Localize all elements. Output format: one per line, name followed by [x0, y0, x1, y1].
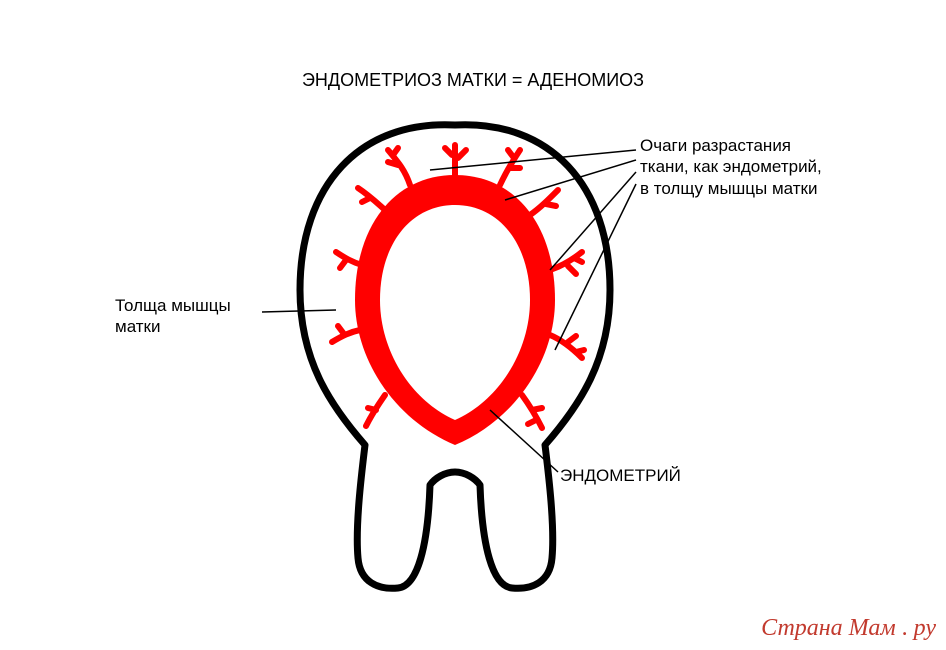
focus-branch-5 [366, 395, 385, 426]
focus-branch-0 [445, 145, 466, 175]
focus-branch-3 [336, 252, 362, 268]
focus-branch-7 [530, 190, 558, 215]
focus-branch-6 [500, 150, 520, 185]
focus-branch-9 [550, 335, 584, 358]
focus-branch-1 [388, 148, 410, 185]
focus-branch-8 [550, 252, 582, 274]
focus-branch-10 [522, 395, 542, 428]
label-muscle-thickness: Толща мышцы матки [115, 295, 275, 338]
label-foci: Очаги разрастания ткани, как эндометрий,… [640, 135, 920, 199]
leader-right-2 [550, 172, 636, 270]
focus-branch-2 [358, 188, 385, 210]
label-endometrium: ЭНДОМЕТРИЙ [560, 465, 681, 486]
watermark: Страна Мам . ру [761, 615, 936, 642]
focus-branch-4 [332, 326, 360, 342]
diagram-title: ЭНДОМЕТРИОЗ МАТКИ = АДЕНОМИОЗ [0, 70, 946, 91]
